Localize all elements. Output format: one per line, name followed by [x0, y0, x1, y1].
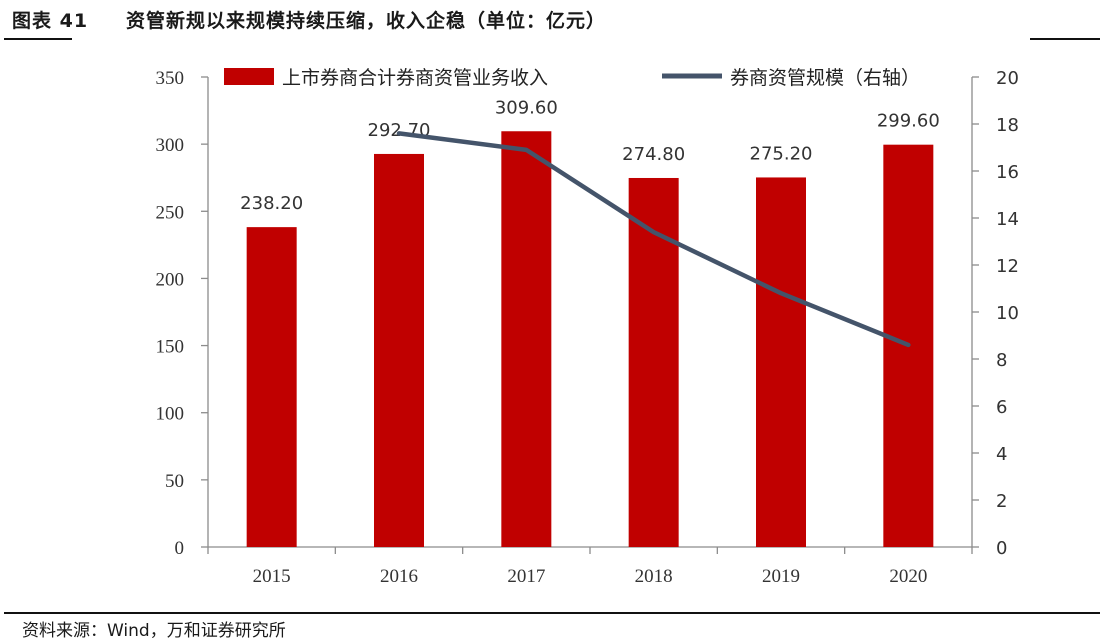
figure-footer: 资料来源：Wind，万和证券研究所 [0, 612, 1104, 642]
left-tick-label: 350 [156, 68, 185, 89]
bar-data-label: 275.20 [750, 143, 813, 164]
bar [374, 153, 424, 547]
chart: 0501001502002503003500246810121416182020… [156, 67, 1019, 587]
figure-label: 图表 41 [12, 10, 89, 32]
legend-label-line: 券商资管规模（右轴） [730, 67, 920, 89]
figure-title: 资管新规以来规模持续压缩，收入企稳（单位：亿元） [126, 10, 607, 32]
right-tick-label: 14 [996, 209, 1019, 230]
x-tick-label: 2015 [253, 566, 291, 587]
legend-swatch-bar [224, 68, 274, 85]
x-tick-label: 2019 [762, 566, 800, 587]
legend: 上市券商合计券商资管业务收入 券商资管规模（右轴） [224, 67, 920, 89]
x-tick-label: 2020 [889, 566, 927, 587]
line-series [396, 131, 911, 348]
legend-label-bar: 上市券商合计券商资管业务收入 [282, 67, 548, 89]
axes: 0501001502002503003500246810121416182020… [156, 68, 1019, 587]
figure-header: 图表 41 资管新规以来规模持续压缩，收入企稳（单位：亿元） [0, 0, 1104, 42]
left-tick-label: 200 [156, 269, 185, 290]
left-tick-label: 300 [156, 135, 185, 156]
x-tick-label: 2018 [635, 566, 673, 587]
right-tick-label: 0 [996, 538, 1007, 559]
bar-data-label: 238.20 [240, 193, 303, 214]
left-tick-label: 50 [165, 471, 184, 492]
bar [246, 227, 297, 548]
bar-data-label: 299.60 [877, 111, 940, 132]
bar-data-label: 309.60 [495, 97, 558, 118]
x-tick-label: 2017 [507, 566, 545, 587]
right-tick-label: 10 [996, 303, 1019, 324]
bar [756, 177, 806, 547]
header-rule-right [1030, 38, 1100, 40]
header-rule-left [4, 38, 72, 40]
footer-rule [4, 612, 1100, 614]
left-tick-label: 150 [156, 337, 185, 358]
right-tick-label: 20 [996, 68, 1019, 89]
right-tick-label: 16 [996, 162, 1019, 183]
source-note: 资料来源：Wind，万和证券研究所 [22, 621, 286, 641]
right-tick-label: 8 [996, 350, 1007, 371]
right-tick-label: 4 [996, 444, 1007, 465]
bar-series [246, 131, 934, 548]
right-tick-label: 12 [996, 256, 1019, 277]
bar-data-label: 274.80 [622, 144, 685, 165]
right-tick-label: 6 [996, 397, 1007, 418]
left-tick-label: 250 [156, 202, 185, 223]
x-tick-label: 2016 [380, 566, 418, 587]
bar [501, 131, 552, 547]
right-tick-label: 2 [996, 491, 1007, 512]
right-tick-label: 18 [996, 115, 1019, 136]
left-tick-label: 0 [175, 538, 185, 559]
left-tick-label: 100 [156, 404, 185, 425]
